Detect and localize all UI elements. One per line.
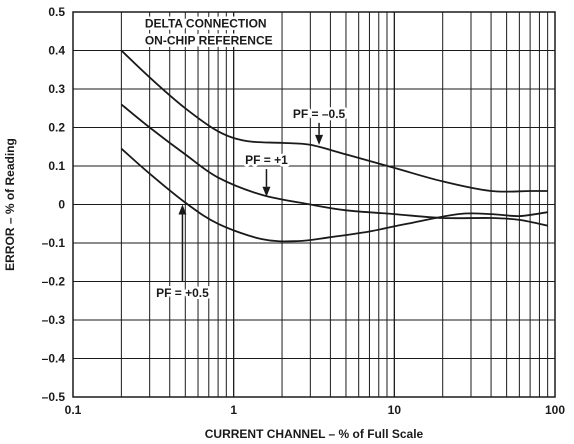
series-line-pf-plus-1 [120,103,548,227]
y-tick-label: –0.3 [42,313,66,327]
x-tick-label: 0.1 [65,403,82,417]
plot-frame [72,11,556,398]
y-axis-label: ERROR – % of Reading [3,138,17,271]
y-tick-label: 0.1 [48,159,65,173]
y-tick-label: 0.5 [48,5,65,19]
callout-label-pf-plus-1: PF = +1 [245,153,288,167]
y-tick-label: –0.1 [42,236,66,250]
y-tick-label: 0.4 [48,44,65,58]
x-axis-label: CURRENT CHANNEL – % of Full Scale [205,427,424,441]
y-tick-label: 0 [58,198,65,212]
x-tick-label: 100 [545,403,565,417]
x-tick-label: 1 [230,403,237,417]
grid-lines [73,12,555,397]
y-tick-label: –0.4 [42,352,66,366]
chart-note-delta-connection: DELTA CONNECTION [145,16,267,30]
tick-labels: 0.50.40.30.20.10–0.1–0.2–0.3–0.4–0.50.1 1… [42,5,566,417]
y-tick-label: 0.2 [48,121,65,135]
data-curves [120,49,548,243]
y-tick-label: –0.5 [42,390,66,404]
y-tick-label: 0.3 [48,82,65,96]
y-tick-label: –0.2 [42,275,66,289]
series-line-pf-minus-0-5 [120,49,548,193]
callout-label-pf-minus-0-5: PF = –0.5 [293,107,346,121]
callout-arrow-head [315,134,324,145]
callout-arrow-head [178,204,187,215]
x-tick-label: 10 [388,403,402,417]
chart-note-on-chip-reference: ON-CHIP REFERENCE [145,34,273,48]
callout-label-pf-plus-0-5: PF = +0.5 [156,286,209,300]
callout-arrow-head [262,186,271,197]
series-line-pf-plus-0-5 [120,148,548,243]
annotations: DELTA CONNECTION ON-CHIP REFERENCE PF = –0… [142,14,348,302]
